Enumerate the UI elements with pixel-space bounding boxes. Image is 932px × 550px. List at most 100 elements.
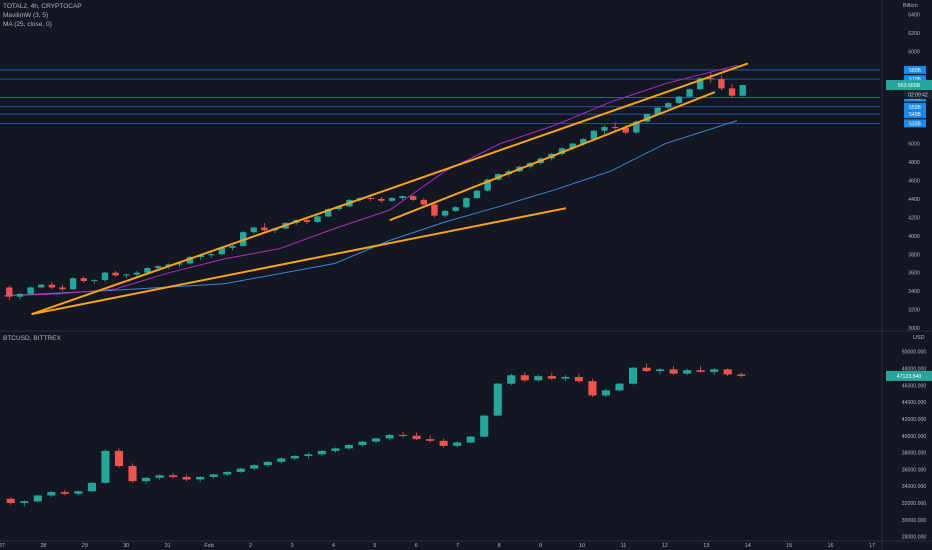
candle-body (385, 434, 394, 439)
candle-body (590, 130, 598, 140)
candle-body (399, 196, 406, 199)
candle-body (317, 450, 326, 455)
candle-body (710, 369, 719, 372)
candle-body (439, 440, 448, 446)
y-tick-label: 3800 (908, 252, 920, 258)
candle-body (196, 476, 205, 480)
y-tick-label: 4400 (908, 197, 920, 203)
candle-body (463, 198, 470, 208)
candle-body (707, 78, 714, 80)
x-tick-label: Feb (204, 543, 213, 549)
candle-body (186, 257, 194, 264)
x-tick-label: 29 (82, 543, 88, 549)
ma-legend[interactable]: MA (25, close, 0) (3, 21, 52, 28)
x-tick-label: 16 (828, 543, 834, 549)
y-tick-label: 4000 (908, 234, 920, 240)
y-tick-label: 38000.000 (902, 451, 927, 457)
candle-body (669, 369, 678, 374)
candle-body (484, 179, 491, 191)
candle-body (412, 435, 421, 440)
candle-body (20, 501, 29, 504)
candle-body (665, 103, 672, 108)
candle-body (622, 127, 629, 133)
candle-body (367, 198, 374, 200)
y-tick-label: 46000.000 (902, 383, 927, 389)
candle-body (314, 216, 321, 222)
candle-body (656, 369, 665, 372)
y-tick-label: 3400 (908, 289, 920, 295)
candle-body (263, 461, 272, 466)
candle-body (683, 370, 692, 374)
x-tick-label: 28 (40, 543, 46, 549)
candle-body (304, 454, 313, 456)
candle-body (303, 220, 311, 222)
x-tick-label: 8 (498, 543, 501, 549)
ma-fast-line (3, 64, 738, 297)
trendline (31, 62, 749, 316)
candle-body (60, 492, 69, 494)
top-symbol-label[interactable]: TOTAL2, 4h, CRYPTOCAP (3, 3, 82, 10)
candle-body (229, 245, 236, 248)
x-tick-label: 9 (539, 543, 542, 549)
candle-body (615, 383, 624, 391)
candle-body (718, 79, 725, 89)
candle-body (696, 78, 704, 90)
last-price-label: 563.669B (898, 83, 921, 89)
candle-body (74, 491, 83, 494)
y-tick-label: 48000.000 (902, 367, 927, 373)
candle-body (534, 376, 543, 381)
candle-body (452, 207, 459, 211)
candle-body (642, 367, 651, 372)
level-label: 540B (909, 112, 921, 118)
candle-body (182, 476, 191, 480)
top-axis-unit: Billion (903, 3, 918, 9)
candle-body (466, 436, 475, 443)
bottom-symbol-label[interactable]: BTCUSD, BITTREX (3, 335, 61, 342)
candle-body (290, 455, 299, 459)
candle-body (728, 88, 736, 96)
last-price-tag (886, 370, 932, 381)
level-label: 550B (909, 105, 921, 111)
x-tick-label: 5 (373, 543, 376, 549)
candle-body (358, 441, 367, 446)
x-tick-label: 6 (415, 543, 418, 549)
candle-body (209, 474, 218, 477)
candle-body (601, 127, 608, 131)
candle-body (378, 198, 385, 201)
candle-body (250, 465, 259, 469)
candle-body (16, 293, 24, 297)
level-label: 580B (909, 68, 921, 74)
level-tag (904, 65, 926, 74)
candle-body (133, 272, 141, 275)
x-tick-label: 15 (786, 543, 792, 549)
candle-body (101, 450, 110, 483)
y-tick-label: 3000 (908, 326, 920, 332)
y-tick-label: 28000.000 (902, 535, 927, 541)
level-tag (904, 75, 926, 84)
candle-body (480, 415, 489, 437)
y-tick-label: 5000 (908, 142, 920, 148)
level-tag (904, 119, 926, 128)
x-tick-label: 4 (332, 543, 335, 549)
candle-body (611, 127, 619, 129)
mavilimw-legend[interactable]: MavilimW (3, 5) (3, 12, 49, 19)
candle-body (154, 266, 162, 269)
candle-body (371, 438, 381, 442)
candle-body (398, 434, 408, 436)
level-tag (904, 102, 926, 111)
candle-body (80, 278, 87, 281)
candle-body (101, 272, 109, 281)
candle-body (176, 263, 183, 265)
level-label: 530B (909, 121, 921, 127)
candle-body (696, 370, 705, 372)
y-tick-label: 4800 (908, 160, 920, 166)
y-tick-label: 3600 (908, 271, 920, 277)
y-tick-label: 6200 (908, 31, 920, 37)
candle-body (250, 227, 257, 233)
candle-body (33, 495, 42, 502)
candle-body (344, 445, 354, 449)
candle-body (654, 107, 661, 115)
ma-slow-line (3, 120, 738, 297)
y-tick-label: 30000.000 (902, 518, 927, 524)
